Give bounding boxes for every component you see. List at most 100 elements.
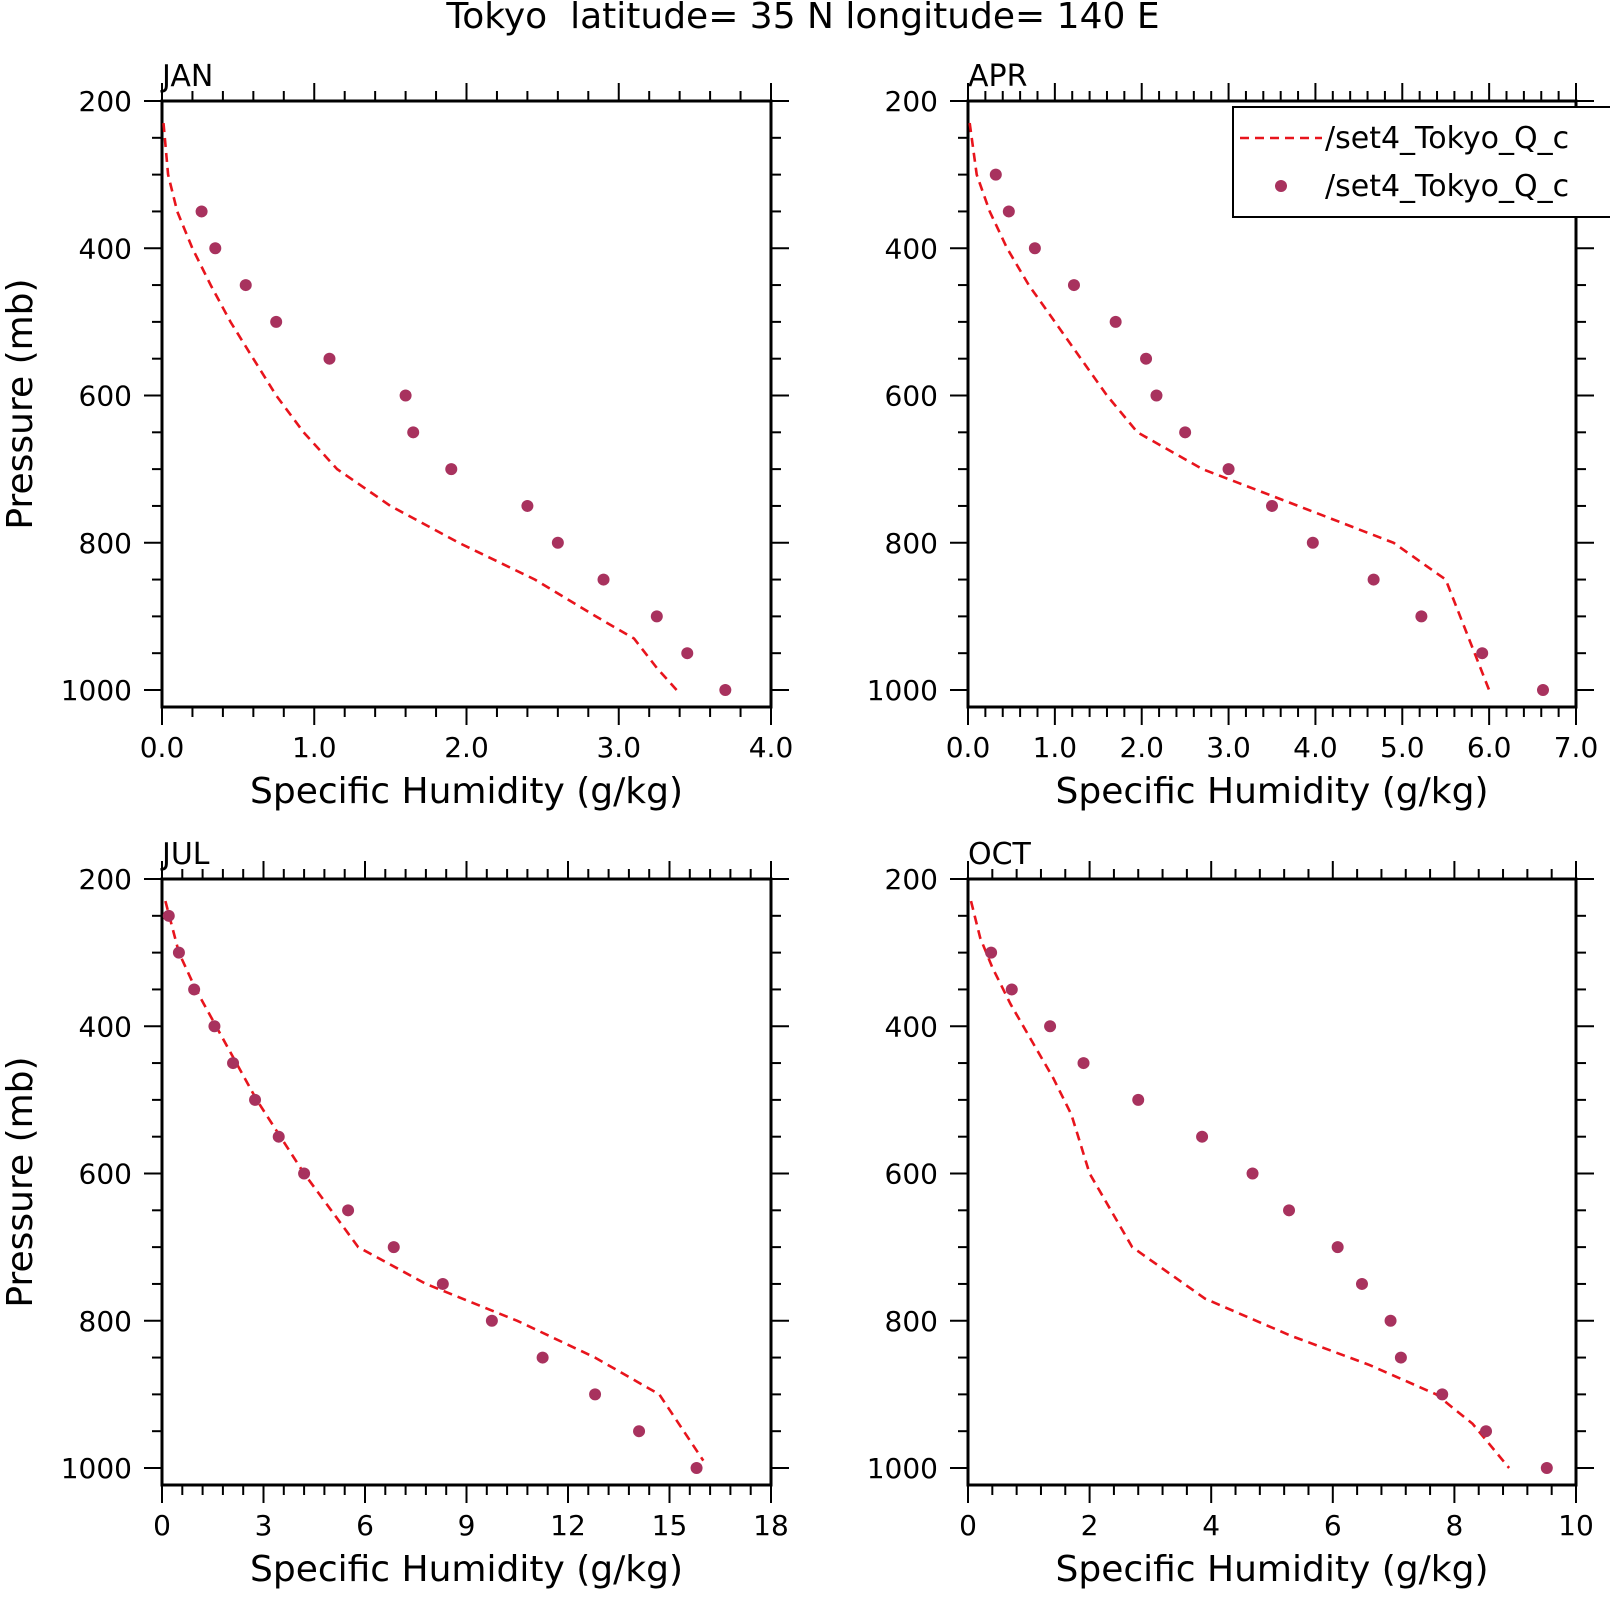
obs-data-point [985, 946, 998, 959]
obs-data-point [521, 499, 534, 512]
y-tick-label: 1000 [61, 674, 132, 707]
obs-data-point [209, 242, 222, 255]
x-tick-label: 12 [550, 1509, 586, 1542]
figure-title: Tokyo latitude= 35 N longitude= 140 E [445, 0, 1159, 37]
plot-frame [160, 99, 773, 709]
y-tick-label: 600 [885, 1158, 938, 1191]
obs-data-point [690, 1462, 703, 1474]
model-series-line [969, 900, 1511, 1469]
legend-label: /set4_Tokyo_Q_c [1325, 169, 1569, 204]
obs-data-point [172, 946, 185, 959]
y-tick-label: 600 [885, 380, 938, 413]
panel-label: JAN [160, 59, 213, 94]
x-axis-label: Specific Humidity (g/kg) [1055, 771, 1488, 812]
obs-data-point [1367, 573, 1380, 586]
y-tick-label: 200 [885, 863, 938, 896]
obs-data-point [1480, 1425, 1493, 1438]
x-axis-label: Specific Humidity (g/kg) [250, 1549, 683, 1590]
x-tick-label: 3 [255, 1509, 273, 1542]
y-tick-label: 800 [885, 527, 938, 560]
y-tick-label: 400 [885, 232, 938, 265]
obs-data-point [1196, 1130, 1209, 1143]
x-tick-label: 8 [1445, 1509, 1463, 1542]
y-axis-label: Pressure (mb) [0, 1056, 41, 1307]
obs-data-point [1306, 536, 1319, 549]
y-tick-label: 1000 [867, 674, 938, 707]
x-tick-label: 0.0 [946, 731, 991, 764]
x-tick-label: 1.0 [1033, 731, 1078, 764]
obs-data-point [1536, 684, 1549, 696]
obs-data-point [536, 1351, 549, 1364]
obs-data-point [445, 463, 458, 476]
model-series-line [968, 122, 1491, 691]
plot-frame [160, 877, 773, 1487]
x-tick-label: 0 [153, 1509, 171, 1542]
y-tick-label: 600 [79, 380, 132, 413]
x-tick-label: 9 [458, 1509, 476, 1542]
obs-data-point [407, 426, 420, 439]
x-tick-label: 2 [1081, 1509, 1099, 1542]
obs-data-point [633, 1425, 646, 1438]
x-tick-label: 4 [1202, 1509, 1220, 1542]
y-axis-label: Pressure (mb) [0, 278, 41, 529]
y-tick-label: 800 [79, 1305, 132, 1338]
obs-data-point [298, 1167, 311, 1180]
obs-data-point [1067, 279, 1080, 292]
obs-data-point [227, 1057, 240, 1070]
obs-data-point [1002, 205, 1015, 218]
obs-data-point [208, 1020, 221, 1033]
obs-data-point [270, 315, 283, 328]
x-axis-label: Specific Humidity (g/kg) [1055, 1549, 1488, 1590]
obs-data-point [249, 1093, 262, 1106]
obs-data-point [1266, 499, 1278, 512]
obs-data-point [551, 536, 564, 549]
legend: /set4_Tokyo_Q_c/set4_Tokyo_Q_c [1232, 106, 1610, 218]
y-tick-label: 1000 [867, 1452, 938, 1485]
obs-data-point [1132, 1093, 1145, 1106]
x-tick-label: 5.0 [1380, 731, 1425, 764]
obs-data-point [1077, 1057, 1090, 1070]
obs-data-point [342, 1204, 355, 1217]
model-series-line [162, 122, 678, 691]
obs-data-point [1028, 242, 1041, 255]
y-tick-label: 800 [885, 1305, 938, 1338]
y-tick-label: 400 [885, 1010, 938, 1043]
obs-data-point [239, 279, 252, 292]
obs-data-point [1394, 1351, 1407, 1364]
obs-data-point [272, 1130, 285, 1143]
obs-data-point [485, 1314, 498, 1327]
obs-data-point [1283, 1204, 1296, 1217]
obs-data-point [1044, 1020, 1057, 1033]
model-series-line [164, 900, 705, 1462]
x-tick-label: 4.0 [749, 731, 794, 764]
obs-data-point [989, 168, 1002, 181]
obs-data-point [1246, 1167, 1259, 1180]
x-tick-label: 3.0 [596, 731, 641, 764]
panel-oct: 200 400 600 800 1000 0 2 4 6 8 10 OCT Specific Humid… [867, 837, 1594, 1590]
x-tick-label: 6 [356, 1509, 374, 1542]
obs-data-point [681, 647, 694, 660]
x-tick-label: 6.0 [1467, 731, 1512, 764]
y-tick-label: 600 [79, 1158, 132, 1191]
obs-data-point [162, 909, 175, 922]
panel-label: OCT [968, 837, 1032, 872]
y-tick-label: 800 [79, 527, 132, 560]
x-axis-label: Specific Humidity (g/kg) [250, 771, 683, 812]
obs-data-point [719, 684, 732, 696]
panel-label: JUL [160, 837, 210, 872]
x-tick-label: 1.0 [292, 731, 337, 764]
x-tick-label: 2.0 [1119, 731, 1164, 764]
obs-data-point [1109, 315, 1122, 328]
legend-dot-swatch [1275, 180, 1287, 192]
x-tick-label: 3.0 [1206, 731, 1251, 764]
obs-data-point [399, 389, 412, 402]
obs-data-point [1140, 352, 1153, 365]
obs-data-point [1331, 1241, 1344, 1254]
obs-data-point [1222, 463, 1235, 476]
obs-data-point [1150, 389, 1163, 402]
obs-data-point [1436, 1388, 1449, 1401]
legend-box [1232, 106, 1610, 218]
x-tick-label: 0 [959, 1509, 977, 1542]
